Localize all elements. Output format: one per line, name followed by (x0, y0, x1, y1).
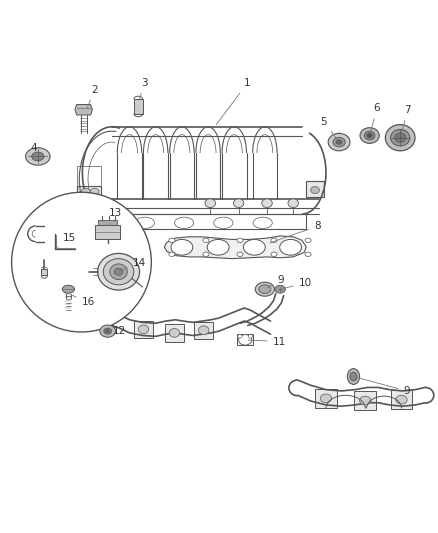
Ellipse shape (271, 252, 277, 256)
Ellipse shape (248, 335, 253, 338)
Ellipse shape (328, 133, 350, 151)
Polygon shape (391, 390, 413, 409)
Ellipse shape (238, 335, 242, 338)
Circle shape (12, 192, 151, 332)
Text: 7: 7 (401, 105, 411, 135)
Polygon shape (134, 321, 153, 338)
Ellipse shape (333, 138, 345, 147)
Polygon shape (165, 324, 184, 342)
Text: 1: 1 (216, 78, 251, 125)
Text: 13: 13 (109, 208, 122, 225)
Ellipse shape (32, 152, 44, 161)
Polygon shape (77, 185, 101, 197)
Ellipse shape (233, 199, 244, 207)
Ellipse shape (262, 199, 272, 207)
Ellipse shape (280, 239, 301, 255)
Text: 8: 8 (270, 221, 321, 243)
Ellipse shape (395, 133, 406, 142)
Text: 5: 5 (321, 117, 337, 140)
Ellipse shape (106, 330, 109, 333)
Ellipse shape (271, 238, 277, 243)
Polygon shape (306, 181, 324, 197)
Polygon shape (75, 104, 92, 115)
Ellipse shape (364, 131, 375, 140)
Text: 12: 12 (108, 326, 126, 336)
Ellipse shape (198, 326, 209, 335)
Ellipse shape (255, 282, 275, 296)
Ellipse shape (305, 252, 311, 256)
Ellipse shape (237, 252, 243, 256)
Text: 9: 9 (267, 274, 284, 288)
Ellipse shape (138, 325, 149, 334)
Ellipse shape (288, 199, 298, 207)
Polygon shape (134, 99, 143, 114)
Text: 15: 15 (57, 233, 76, 247)
Ellipse shape (25, 148, 50, 165)
Ellipse shape (237, 238, 243, 243)
Ellipse shape (62, 285, 74, 293)
Polygon shape (237, 334, 253, 345)
Ellipse shape (90, 188, 99, 195)
Polygon shape (354, 391, 376, 410)
Ellipse shape (244, 239, 265, 255)
Ellipse shape (305, 238, 311, 243)
Ellipse shape (81, 188, 90, 195)
Ellipse shape (311, 187, 319, 193)
Text: 6: 6 (371, 103, 380, 133)
Ellipse shape (336, 140, 342, 144)
Ellipse shape (391, 130, 410, 146)
Ellipse shape (385, 125, 415, 151)
Ellipse shape (205, 199, 215, 207)
Ellipse shape (171, 239, 193, 255)
Text: 16: 16 (71, 295, 95, 308)
Ellipse shape (110, 264, 127, 280)
Text: 11: 11 (248, 337, 286, 346)
Ellipse shape (169, 238, 175, 243)
Ellipse shape (347, 369, 360, 384)
Text: 2: 2 (87, 85, 98, 109)
Ellipse shape (203, 252, 209, 256)
Text: 14: 14 (121, 258, 146, 271)
Ellipse shape (169, 328, 180, 337)
Ellipse shape (169, 252, 175, 256)
Ellipse shape (259, 285, 271, 294)
Text: 9: 9 (356, 377, 410, 396)
Ellipse shape (207, 239, 229, 255)
Polygon shape (315, 389, 337, 408)
Polygon shape (95, 225, 120, 239)
Ellipse shape (203, 238, 209, 243)
Ellipse shape (104, 328, 112, 334)
Polygon shape (98, 220, 117, 225)
Polygon shape (41, 269, 47, 275)
Ellipse shape (320, 394, 332, 403)
Text: 4: 4 (30, 143, 38, 157)
Ellipse shape (360, 128, 379, 143)
Text: 10: 10 (283, 278, 312, 288)
Ellipse shape (239, 335, 252, 345)
Ellipse shape (98, 253, 140, 290)
Ellipse shape (350, 372, 357, 381)
Ellipse shape (396, 395, 407, 404)
Ellipse shape (275, 285, 286, 293)
Polygon shape (164, 236, 306, 259)
Ellipse shape (367, 133, 372, 138)
Ellipse shape (114, 268, 123, 275)
Ellipse shape (103, 259, 134, 285)
Ellipse shape (360, 396, 371, 405)
Polygon shape (194, 321, 213, 339)
Ellipse shape (100, 325, 116, 337)
Text: 3: 3 (139, 78, 148, 100)
